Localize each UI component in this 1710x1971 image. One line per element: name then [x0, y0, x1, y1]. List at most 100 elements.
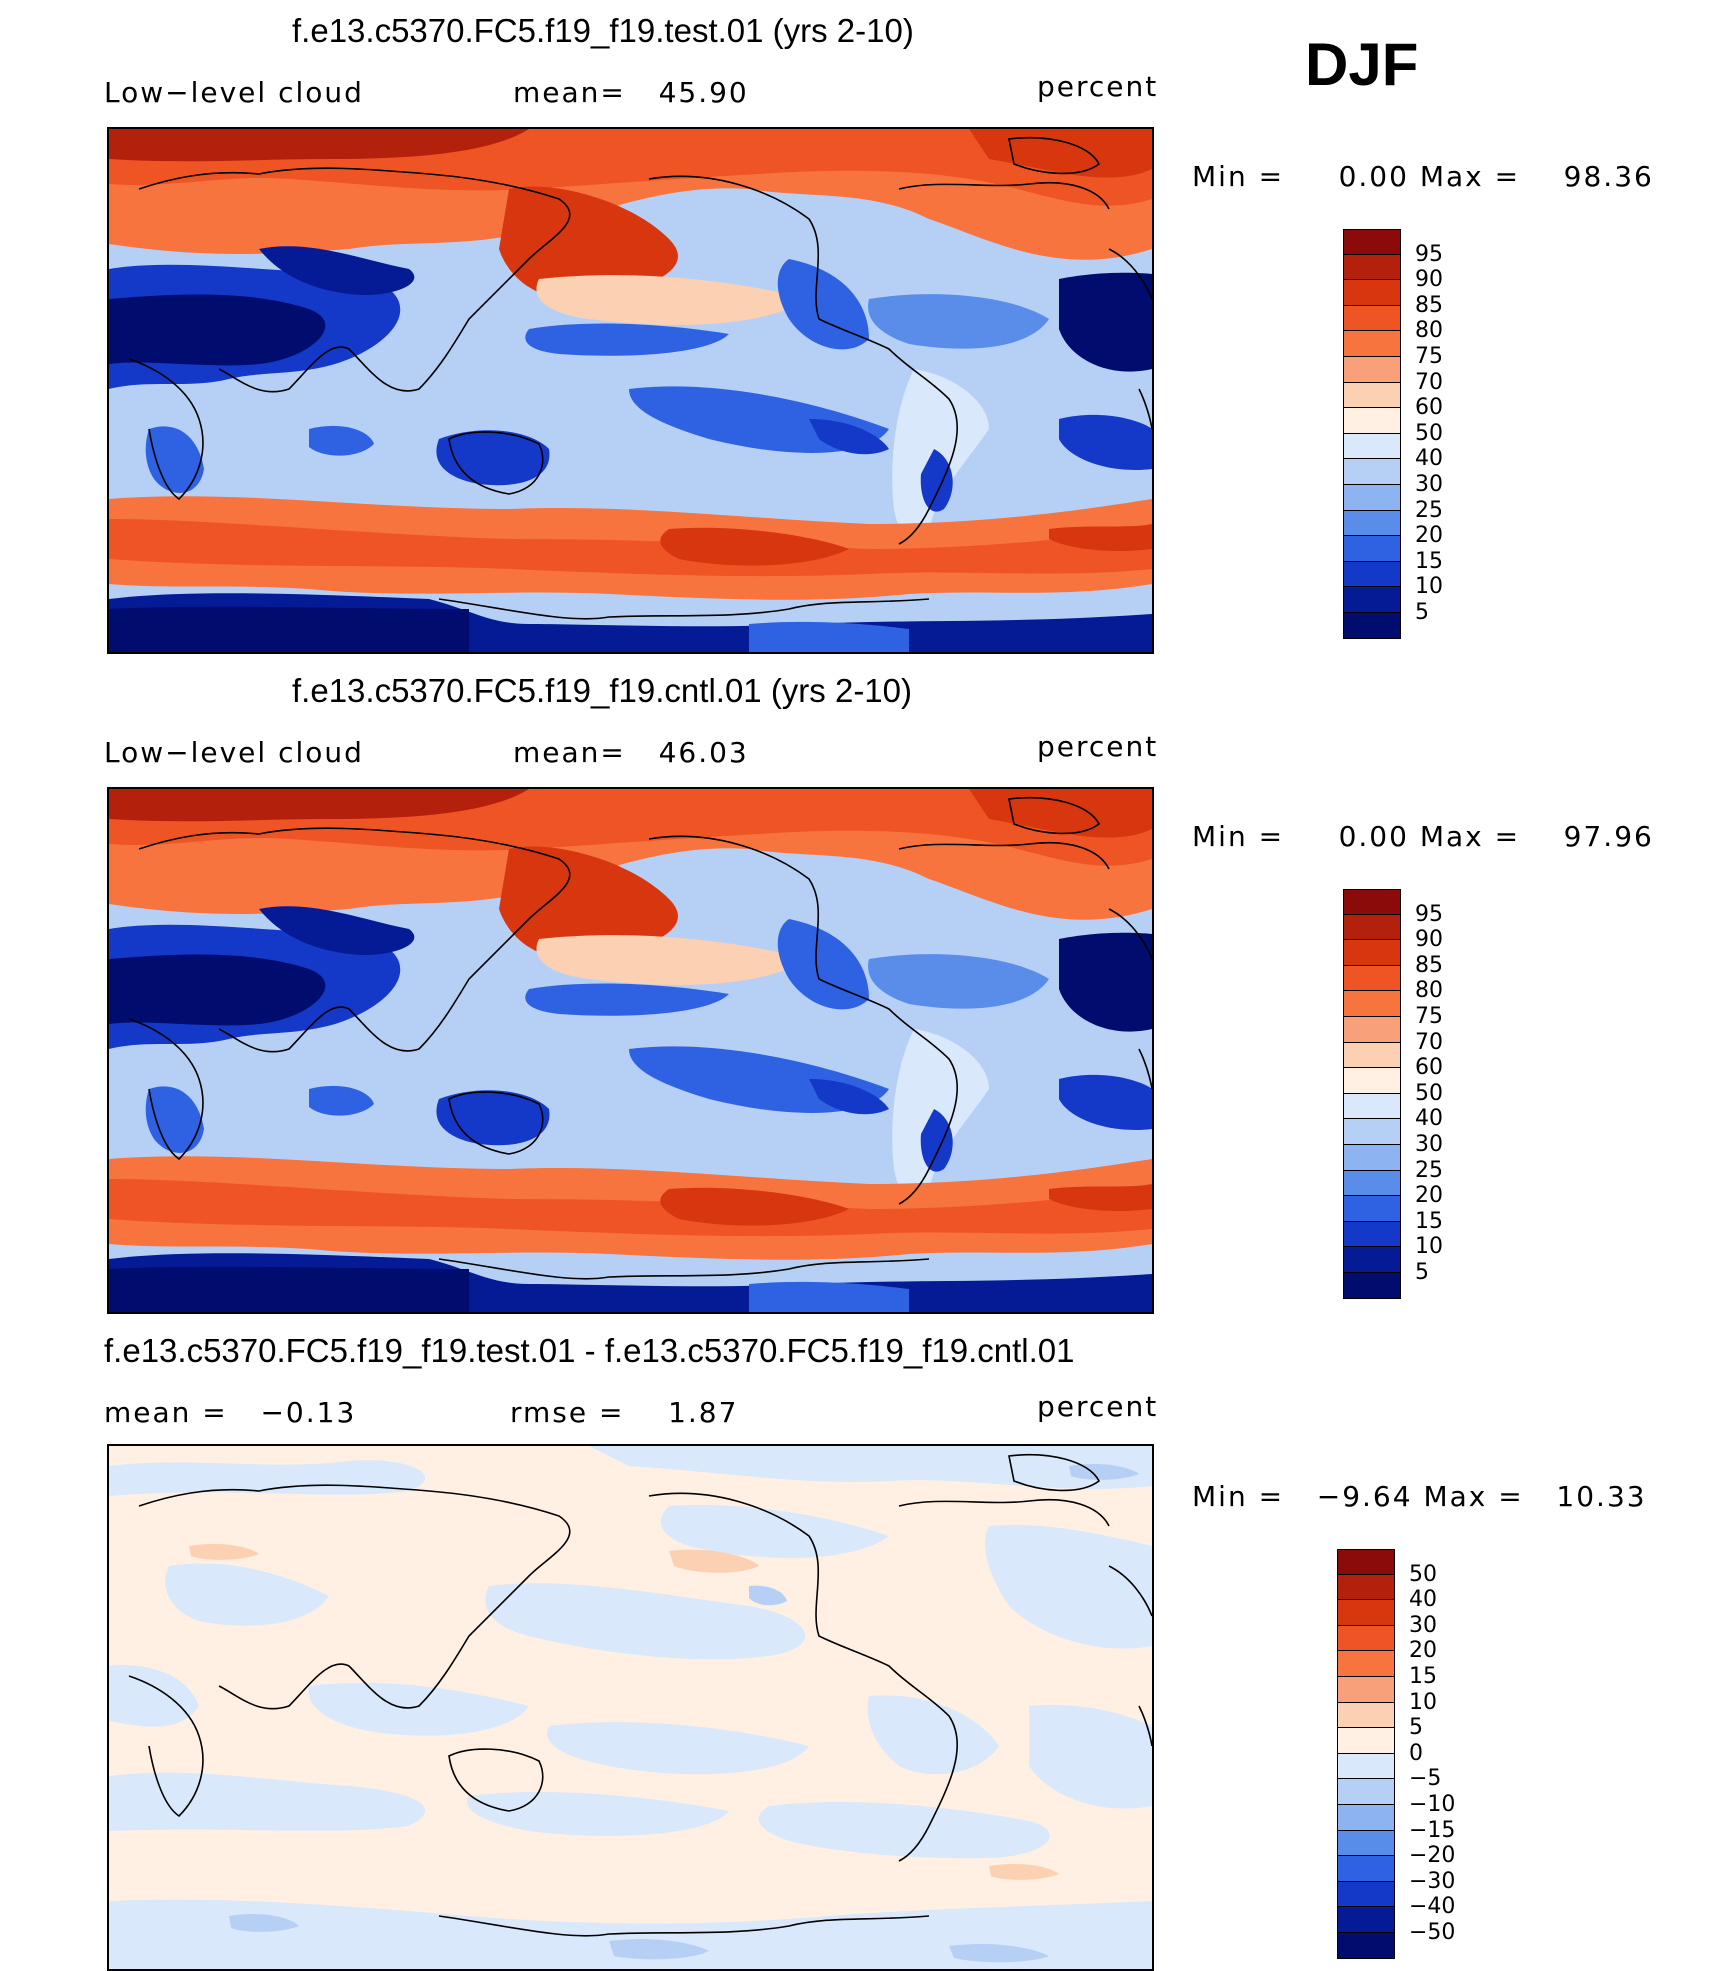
panel-2-stats: Min = 0.00 Max = 97.96: [1192, 820, 1654, 853]
colorbar-segment: [1343, 305, 1401, 332]
colorbar-segment: [1337, 1728, 1395, 1754]
colorbar-segment: [1337, 1549, 1395, 1575]
panel-1-variable-label: Low−level cloud: [104, 76, 364, 109]
colorbar-segment: [1343, 331, 1401, 357]
colorbar-tick-label: −20: [1409, 1843, 1456, 1869]
colorbar-segment: [1343, 1221, 1401, 1248]
colorbar-tick-label: 40: [1409, 1587, 1437, 1613]
colorbar-tick-label: 80: [1415, 978, 1443, 1004]
colorbar-segment: [1343, 561, 1401, 588]
colorbar-segment: [1343, 1170, 1401, 1197]
panel-3-rmse-label: rmse = 1.87: [510, 1396, 739, 1429]
colorbar-frame: [1343, 889, 1401, 1299]
colorbar-tick-label: 30: [1415, 472, 1443, 497]
panel-2-mean-label: mean= 46.03: [513, 736, 749, 769]
panel-2-title: f.e13.c5370.FC5.f19_f19.cntl.01 (yrs 2-1…: [292, 672, 913, 709]
colorbar-tick-label: 25: [1415, 1157, 1443, 1183]
colorbar-tick-label: 60: [1415, 395, 1443, 421]
colorbar-tick-label: 30: [1409, 1612, 1437, 1638]
colorbar-segment: [1343, 536, 1401, 562]
colorbar-segment: [1343, 1145, 1401, 1171]
colorbar-segment: [1337, 1600, 1395, 1626]
colorbar-tick-label: 5: [1409, 1715, 1423, 1741]
panel-3-map-field: [109, 1446, 1152, 1969]
colorbar-tick-label: 20: [1415, 523, 1443, 549]
colorbar-segment: [1343, 1017, 1401, 1043]
panel-3-max-label: Max =: [1423, 1480, 1524, 1513]
colorbar-tick-label: 5: [1415, 1260, 1429, 1285]
panel-1-map: [107, 127, 1154, 654]
colorbar-tick-label: 85: [1415, 952, 1443, 978]
colorbar-segment: [1337, 1856, 1395, 1882]
panel-2-min-label: Min =: [1192, 820, 1285, 853]
panel-3-title: f.e13.c5370.FC5.f19_f19.test.01 - f.e13.…: [104, 1332, 1075, 1369]
colorbar-segment: [1343, 1247, 1401, 1273]
colorbar-tick-label: −40: [1409, 1894, 1456, 1920]
colorbar-frame: [1337, 1549, 1395, 1959]
colorbar-tick-label: 15: [1415, 1208, 1443, 1234]
panel-2-max-label: Max =: [1419, 820, 1521, 853]
season-label: DJF: [1305, 31, 1419, 98]
colorbar-tick-label: 50: [1409, 1561, 1437, 1587]
panel-1-stats: Min = 0.00 Max = 98.36: [1192, 160, 1654, 193]
colorbar-tick-label: 15: [1409, 1664, 1437, 1689]
colorbar-tick-label: 75: [1415, 1004, 1443, 1029]
colorbar-segment: [1337, 1702, 1395, 1729]
colorbar-segment: [1343, 940, 1401, 966]
colorbar-tick-label: 80: [1415, 318, 1443, 344]
colorbar-tick-label: 25: [1415, 497, 1443, 523]
colorbar-tick-label: 85: [1415, 292, 1443, 318]
colorbar-segment: [1337, 1779, 1395, 1805]
colorbar-tick-label: 50: [1415, 420, 1443, 446]
colorbar-tick-label: 70: [1415, 369, 1443, 395]
colorbar-segment: [1343, 433, 1401, 460]
panel-3-max-value: 10.33: [1556, 1480, 1647, 1513]
panel-3-min-value: −9.64: [1316, 1480, 1413, 1513]
colorbar-tick-label: −5: [1409, 1766, 1442, 1792]
colorbar-tick-label: 40: [1415, 446, 1443, 472]
colorbar-segment: [1343, 965, 1401, 992]
panel-3-map: [107, 1444, 1154, 1971]
colorbar-segment: [1343, 408, 1401, 434]
colorbar-segment: [1343, 914, 1401, 941]
colorbar-segment: [1343, 382, 1401, 409]
colorbar-segment: [1343, 1068, 1401, 1094]
colorbar-tick-label: 5: [1415, 600, 1429, 625]
colorbar-tick-label: 60: [1415, 1055, 1443, 1081]
colorbar-segment: [1343, 510, 1401, 537]
colorbar-segment: [1343, 991, 1401, 1017]
colorbar-segment: [1337, 1677, 1395, 1703]
panel-3-min-label: Min =: [1192, 1480, 1285, 1513]
colorbar-tick-label: 70: [1415, 1029, 1443, 1055]
colorbar-segment: [1343, 254, 1401, 281]
colorbar-segment: [1337, 1881, 1395, 1908]
colorbar-tick-label: −30: [1409, 1868, 1456, 1894]
panel-3-mean-label: mean = −0.13: [104, 1396, 357, 1429]
panel-1-min-label: Min =: [1192, 160, 1285, 193]
panel-1-units-label: percent: [1037, 70, 1159, 103]
colorbar-segment: [1343, 1196, 1401, 1222]
panel-2-min-value: 0.00: [1338, 820, 1409, 853]
panel-3-stats: Min = −9.64 Max = 10.33: [1192, 1480, 1647, 1513]
panel-2-variable-label: Low−level cloud: [104, 736, 364, 769]
panel-2-max-value: 97.96: [1563, 820, 1654, 853]
colorbar-tick-label: −50: [1409, 1920, 1456, 1945]
colorbar-segment: [1343, 1042, 1401, 1069]
colorbar-segment: [1337, 1805, 1395, 1831]
colorbar-tick-label: 95: [1415, 901, 1443, 927]
colorbar-tick-label: 0: [1409, 1740, 1423, 1766]
colorbar-segment: [1337, 1651, 1395, 1677]
panel-1-title: f.e13.c5370.FC5.f19_f19.test.01 (yrs 2-1…: [292, 12, 914, 49]
panel-2-units-label: percent: [1037, 730, 1159, 763]
colorbar-tick-label: 90: [1415, 927, 1443, 953]
colorbar-segment: [1337, 1933, 1395, 1959]
colorbar-tick-label: −15: [1409, 1817, 1456, 1843]
colorbar-segment: [1343, 889, 1401, 915]
colorbar-segment: [1343, 229, 1401, 255]
colorbar-segment: [1343, 1119, 1401, 1145]
colorbar-segment: [1343, 357, 1401, 383]
colorbar-segment: [1343, 459, 1401, 485]
colorbar-segment: [1337, 1753, 1395, 1780]
colorbar-tick-label: 20: [1415, 1183, 1443, 1209]
colorbar-tick-label: 30: [1415, 1132, 1443, 1157]
